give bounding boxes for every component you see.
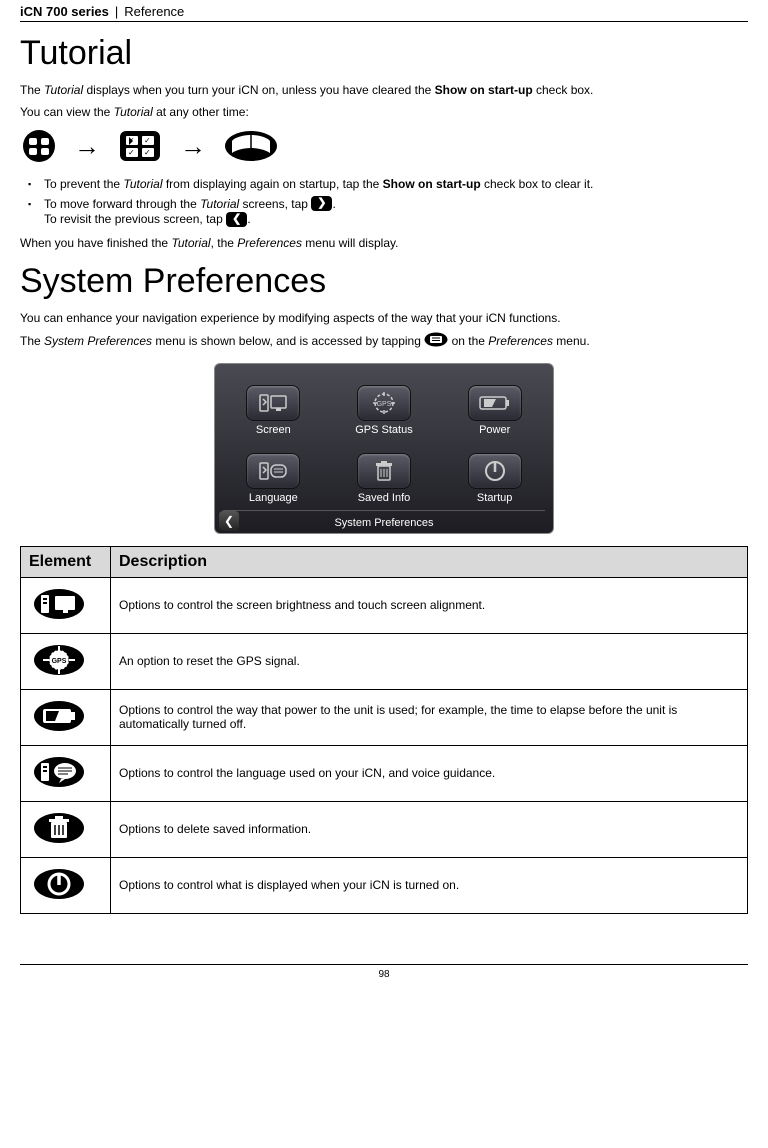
- device-screenshot: Screen GPS GPS Status Power Language Sav…: [214, 363, 554, 534]
- device-btn-startup: Startup: [444, 440, 545, 504]
- device-btn-screen: Screen: [223, 372, 324, 436]
- page-footer: 98: [20, 964, 748, 988]
- sysprefs-p1: You can enhance your navigation experien…: [20, 311, 748, 325]
- saved-icon: [21, 801, 111, 857]
- svg-text:✓: ✓: [128, 136, 135, 145]
- tutorial-heading: Tutorial: [20, 34, 748, 73]
- sysprefs-icon: [424, 332, 448, 350]
- header-section: Reference: [124, 4, 184, 19]
- startup-icon: [21, 857, 111, 913]
- arrow-icon: →: [180, 131, 206, 162]
- bullet-navigate-tutorial: To move forward through the Tutorial scr…: [44, 197, 748, 228]
- device-caption: ❮ System Preferences: [223, 510, 545, 533]
- preferences-icon: ✓ ✓ ✓ ✓: [118, 129, 162, 163]
- device-btn-saved: Saved Info: [334, 440, 435, 504]
- device-btn-power: Power: [444, 372, 545, 436]
- tutorial-bullets: To prevent the Tutorial from displaying …: [20, 177, 748, 228]
- startup-desc: Options to control what is displayed whe…: [111, 857, 748, 913]
- device-btn-language: Language: [223, 440, 324, 504]
- gps-icon: GPS: [21, 633, 111, 689]
- table-row: GPS An option to reset the GPS signal.: [21, 633, 748, 689]
- tutorial-p1: The Tutorial displays when you turn your…: [20, 83, 748, 97]
- gps-desc: An option to reset the GPS signal.: [111, 633, 748, 689]
- navigation-flow: → ✓ ✓ ✓ ✓ →: [20, 129, 748, 163]
- tutorial-p2: You can view the Tutorial at any other t…: [20, 105, 748, 119]
- col-description: Description: [111, 546, 748, 577]
- arrow-icon: →: [74, 131, 100, 162]
- header-series: iCN 700 series: [20, 4, 109, 19]
- svg-text:✓: ✓: [144, 148, 151, 157]
- col-element: Element: [21, 546, 111, 577]
- header-divider: |: [115, 4, 118, 19]
- tutorial-p3: When you have finished the Tutorial, the…: [20, 236, 748, 250]
- book-icon: [224, 129, 278, 163]
- screen-desc: Options to control the screen brightness…: [111, 577, 748, 633]
- sysprefs-heading: System Preferences: [20, 262, 748, 301]
- device-back-icon: ❮: [219, 511, 239, 531]
- power-icon: [21, 689, 111, 745]
- table-row: Options to control the screen brightness…: [21, 577, 748, 633]
- language-desc: Options to control the language used on …: [111, 745, 748, 801]
- elements-table: Element Description Options to control t…: [20, 546, 748, 914]
- device-btn-gps: GPS GPS Status: [334, 372, 435, 436]
- language-icon: [21, 745, 111, 801]
- power-desc: Options to control the way that power to…: [111, 689, 748, 745]
- svg-text:GPS: GPS: [52, 658, 67, 665]
- svg-text:GPS: GPS: [377, 401, 392, 408]
- table-row: Options to delete saved information.: [21, 801, 748, 857]
- svg-text:✓: ✓: [144, 136, 151, 145]
- back-icon: ❮: [226, 212, 247, 227]
- table-row: Options to control what is displayed whe…: [21, 857, 748, 913]
- page-number: 98: [378, 969, 389, 980]
- screen-icon: [21, 577, 111, 633]
- sysprefs-p2: The System Preferences menu is shown bel…: [20, 333, 748, 351]
- forward-icon: ❯: [311, 196, 332, 211]
- menu-icon: [22, 129, 56, 163]
- saved-desc: Options to delete saved information.: [111, 801, 748, 857]
- table-row: Options to control the way that power to…: [21, 689, 748, 745]
- table-row: Options to control the language used on …: [21, 745, 748, 801]
- bullet-prevent-tutorial: To prevent the Tutorial from displaying …: [44, 177, 748, 191]
- page-header: iCN 700 series | Reference: [20, 0, 748, 22]
- svg-text:✓: ✓: [128, 148, 135, 157]
